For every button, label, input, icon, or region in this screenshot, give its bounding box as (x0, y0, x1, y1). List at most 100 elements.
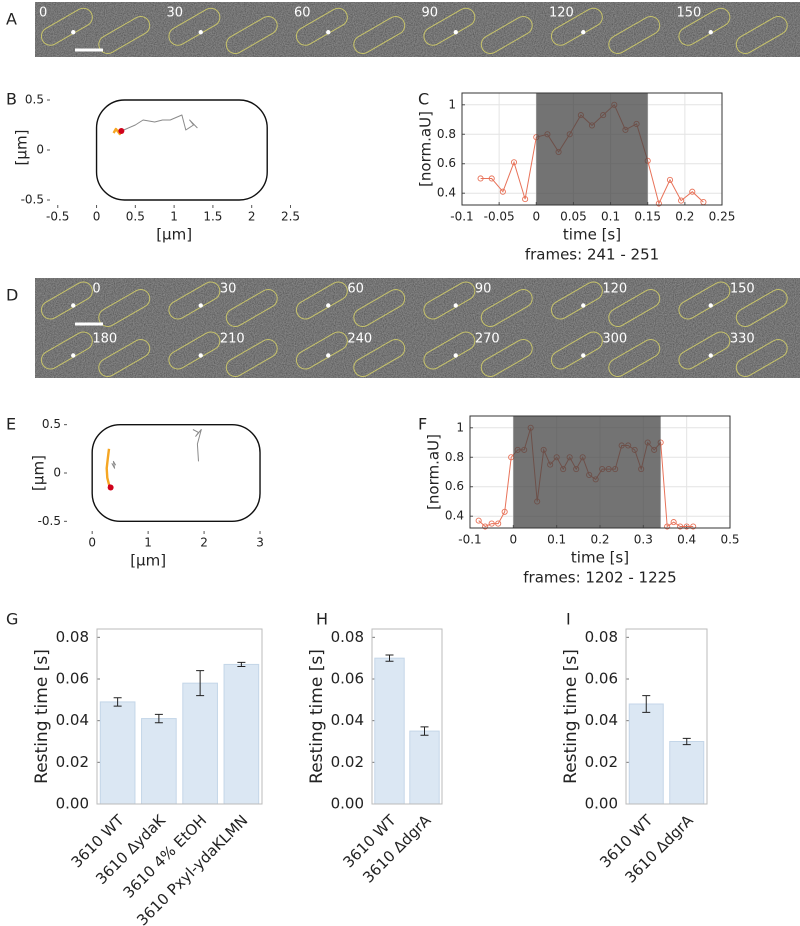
panel-label: F (418, 415, 427, 434)
y-tick-label: 0.02 (56, 753, 89, 771)
fluorescent-spot (453, 353, 458, 358)
cell-outline (168, 281, 221, 320)
cell-outline (225, 339, 278, 377)
cell-outline (295, 331, 348, 370)
cell-outline (735, 339, 788, 377)
cell-outline (608, 16, 661, 54)
cell-outline (678, 331, 731, 370)
data-point (678, 197, 685, 204)
fluorescent-spot (198, 30, 203, 35)
cell-outline (40, 7, 93, 46)
fluorescent-spot (708, 30, 713, 35)
cell-outline (295, 281, 348, 320)
x-axis-label: time [s] (571, 549, 629, 567)
micrograph-tile: 60 (290, 2, 418, 57)
shaded-interval (513, 416, 661, 528)
x-tick-label: -0.1 (450, 210, 473, 224)
y-axis-label: Resting time [s] (32, 649, 52, 784)
frame-label: 270 (475, 332, 500, 347)
x-tick-label: 0.4 (677, 533, 696, 547)
panel-label: D (6, 286, 18, 305)
frame-label: 240 (347, 332, 372, 347)
tile-image (162, 2, 290, 57)
x-tick-label: 2 (200, 536, 208, 550)
x-tick-label: 0.2 (590, 533, 609, 547)
frame-label: 60 (294, 6, 311, 21)
error-bar (420, 726, 429, 736)
frame-label: 0 (39, 6, 47, 21)
x-axis-label: [µm] (156, 226, 192, 244)
data-point (501, 508, 508, 515)
tile-image (35, 2, 163, 57)
frame-label: 30 (167, 6, 184, 21)
y-tick-label: 0.4 (437, 186, 456, 200)
cell-outline (550, 331, 603, 370)
panel-label: A (6, 10, 17, 29)
x-tick-label: 0.25 (709, 210, 736, 224)
y-tick-label: 0 (36, 143, 44, 157)
data-point (683, 523, 690, 530)
micrograph-tile: 300 (545, 328, 673, 378)
x-tick-label: 0 (532, 210, 540, 224)
track-end (118, 128, 125, 134)
y-tick-label: 0.08 (56, 628, 89, 646)
y-tick-label: 0.6 (437, 156, 456, 170)
plot-frame (625, 628, 708, 805)
fluorescent-spot (326, 353, 331, 358)
bar (374, 657, 405, 805)
plot-frame (96, 628, 263, 805)
x-tick-label: 0.5 (720, 533, 739, 547)
x-tick-label: 3 (256, 536, 264, 550)
micrograph-tile: 0 (35, 278, 163, 328)
plot-frame (371, 628, 443, 805)
y-tick-label: 0.5 (42, 417, 61, 431)
y-tick-label: 1 (448, 97, 456, 111)
y-tick-label: 0.6 (445, 479, 464, 493)
micrograph-tile: 270 (417, 328, 545, 378)
y-tick-label: 0.00 (585, 795, 618, 813)
error-bar (385, 654, 394, 662)
x-tick-label: -0.5 (46, 210, 69, 224)
y-tick-label: 0.5 (25, 93, 44, 107)
bar (223, 663, 260, 805)
x-tick-label: -0.05 (484, 210, 515, 224)
data-point (522, 196, 529, 203)
cell-outline (480, 339, 533, 377)
cell-outline (98, 289, 151, 327)
cell-outline (480, 289, 533, 327)
fluorescent-spot (326, 30, 331, 35)
fluorescent-spot (71, 303, 76, 308)
plot-frame (461, 92, 723, 206)
fluorescent-spot (453, 30, 458, 35)
x-tick-label: 0.2 (675, 210, 694, 224)
cell-outline (423, 281, 476, 320)
bar (141, 718, 177, 805)
tile-image (290, 2, 418, 57)
data-point (499, 188, 506, 195)
y-tick-label: 0.02 (331, 753, 364, 771)
data-point (488, 520, 495, 527)
y-axis-label: [norm.aU] (417, 111, 435, 187)
cell-outline (168, 331, 221, 370)
data-point (495, 520, 502, 527)
data-point (690, 523, 697, 530)
caption: frames: 1202 - 1225 (523, 569, 676, 587)
fluorescent-spot (198, 303, 203, 308)
y-axis-label: [µm] (13, 130, 31, 166)
cell-outline (550, 7, 603, 46)
fluorescent-spot (326, 303, 331, 308)
micrograph-tile: 150 (672, 2, 800, 57)
data-point (477, 175, 484, 182)
track-end (107, 484, 114, 491)
x-axis-label: time [s] (563, 226, 621, 244)
track (111, 460, 117, 469)
y-tick-label: 0.06 (585, 670, 618, 688)
y-tick-label: -0.5 (38, 514, 61, 528)
error-bar (113, 697, 122, 707)
data-point (677, 523, 684, 530)
tile-image (417, 2, 545, 57)
frame-label: 30 (220, 282, 237, 297)
frame-label: 60 (347, 282, 364, 297)
cell-outline (95, 99, 268, 201)
error-bar (237, 661, 246, 667)
